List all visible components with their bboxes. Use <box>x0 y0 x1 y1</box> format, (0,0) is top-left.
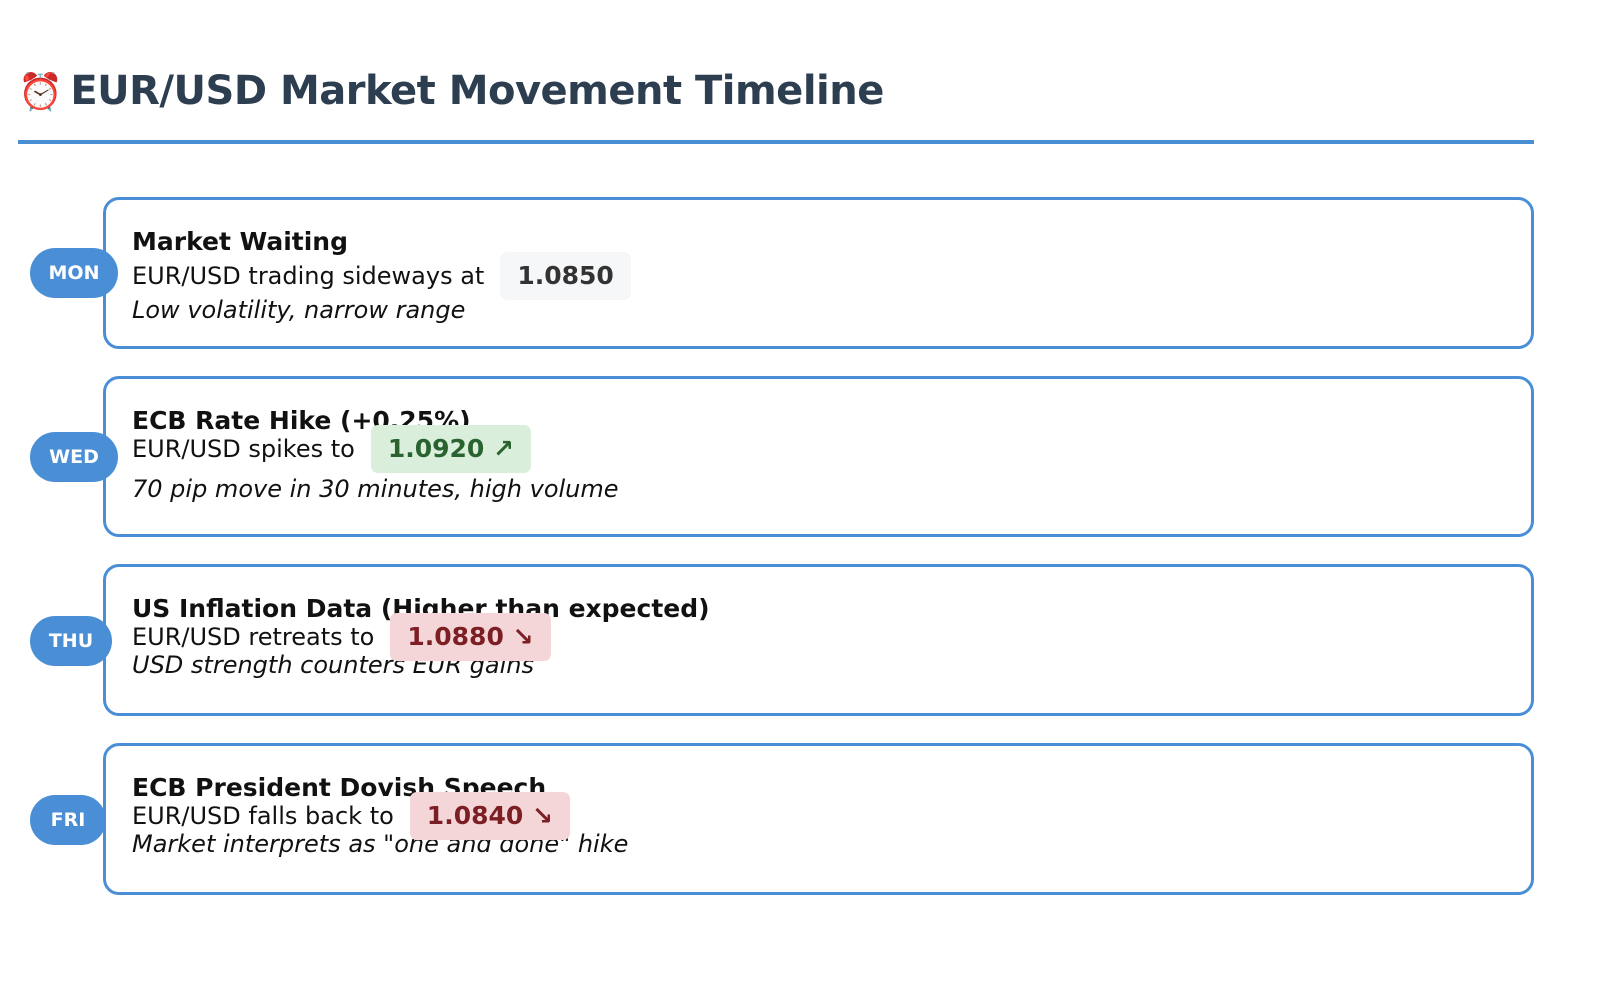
event-text: EUR/USD spikes to <box>132 435 355 463</box>
page-title-text: EUR/USD Market Movement Timeline <box>70 68 884 114</box>
timeline-card-thu: US Inflation Data (Higher than expected)… <box>103 564 1534 716</box>
page-title: ⏰ EUR/USD Market Movement Timeline <box>18 68 884 114</box>
price-badge: 1.0840 ↘ <box>409 792 570 840</box>
timeline-card-fri: ECB President Dovish Speech EUR/USD fall… <box>103 743 1534 895</box>
alarm-clock-icon: ⏰ <box>18 72 63 113</box>
price-badge: 1.0850 <box>500 252 631 300</box>
event-text: EUR/USD retreats to <box>132 623 375 651</box>
day-badge-wed: WED <box>30 432 118 482</box>
event-text: EUR/USD falls back to <box>132 802 394 830</box>
price-badge: 1.0920 ↗ <box>370 425 531 473</box>
timeline-card-wed: ECB Rate Hike (+0.25%) EUR/USD spikes to… <box>103 376 1534 537</box>
title-divider <box>18 140 1534 144</box>
timeline-card-mon: Market Waiting EUR/USD trading sideways … <box>103 197 1534 349</box>
event-note: Low volatility, narrow range <box>132 296 466 324</box>
event-note: 70 pip move in 30 minutes, high volume <box>132 475 619 503</box>
event-text: EUR/USD trading sideways at <box>132 262 485 290</box>
day-badge-fri: FRI <box>30 795 106 845</box>
price-badge: 1.0880 ↘ <box>390 613 551 661</box>
event-title: Market Waiting <box>132 227 348 256</box>
day-badge-thu: THU <box>30 616 112 666</box>
day-badge-mon: MON <box>30 248 118 298</box>
